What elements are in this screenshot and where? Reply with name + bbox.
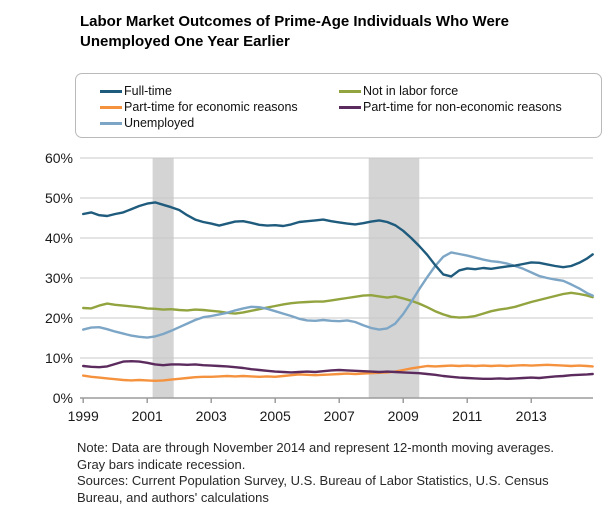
sources-text: Sources: Current Population Survey, U.S.… [77,473,549,505]
svg-text:1999: 1999 [68,408,99,424]
legend-label-not-in-labor-force: Not in labor force [363,84,459,98]
line-sample-part-time-economic-icon [100,105,122,109]
svg-text:2005: 2005 [260,408,291,424]
svg-text:2011: 2011 [452,408,482,424]
svg-text:60%: 60% [45,150,73,166]
svg-text:2013: 2013 [516,408,547,424]
line-chart-plot: 1999 2001 2003 2005 2007 2009 2011 2013 0% 10% 20%… [45,150,594,424]
legend-label-unemployed: Unemployed [124,116,195,130]
line-sample-full-time-icon [100,89,122,93]
legend-item-part-time-economic: Part-time for economic reasons [100,99,339,115]
svg-text:2007: 2007 [324,408,355,424]
svg-text:50%: 50% [45,190,73,206]
legend-item-part-time-non-economic: Part-time for non-economic reasons [339,99,601,115]
legend-item-full-time: Full-time [100,83,339,99]
svg-text:20%: 20% [45,310,73,326]
legend-label-part-time-economic: Part-time for economic reasons [124,100,298,114]
svg-text:10%: 10% [45,350,73,366]
svg-text:2003: 2003 [196,408,227,424]
svg-text:2001: 2001 [132,408,163,424]
svg-text:40%: 40% [45,230,73,246]
note-text: Note: Data are through November 2014 and… [77,440,554,472]
line-sample-unemployed-icon [100,121,122,125]
legend-label-part-time-non-economic: Part-time for non-economic reasons [363,100,562,114]
line-sample-not-in-labor-force-icon [339,89,361,93]
chart-legend: Full-time Not in labor force Part-time f… [75,73,602,138]
chart-title: Labor Market Outcomes of Prime-Age Indiv… [80,13,509,50]
svg-text:30%: 30% [45,270,73,286]
legend-label-full-time: Full-time [124,84,172,98]
legend-item-unemployed: Unemployed [100,115,339,131]
svg-text:0%: 0% [53,390,73,406]
line-sample-part-time-non-economic-icon [339,105,361,109]
legend-item-not-in-labor-force: Not in labor force [339,83,601,99]
svg-text:2009: 2009 [388,408,419,424]
